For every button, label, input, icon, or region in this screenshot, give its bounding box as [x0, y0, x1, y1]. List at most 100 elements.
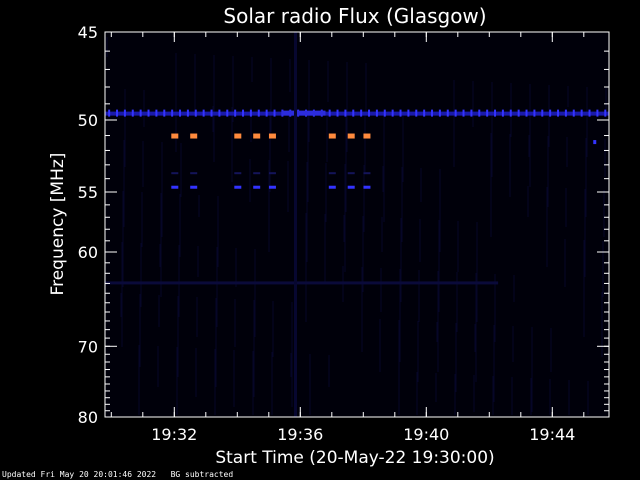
footer-status: Updated Fri May 20 20:01:46 2022 BG subt… — [2, 470, 233, 479]
y-tick-label: 50 — [78, 111, 98, 130]
band-50mhz-tick — [415, 109, 418, 117]
band-50mhz-tick — [360, 109, 363, 117]
pulse-54mhz — [171, 172, 179, 175]
hot-spot — [171, 133, 179, 139]
band-50mhz-tick — [163, 109, 166, 117]
faint-band-63mhz — [105, 281, 499, 285]
band-50mhz-tick — [108, 109, 111, 117]
band-50mhz-tick — [226, 109, 229, 117]
pulse-55mhz — [268, 185, 276, 189]
pulse-55mhz — [328, 185, 336, 189]
y-tick-label: 55 — [78, 183, 98, 202]
band-50mhz-tick — [171, 109, 174, 117]
band-50mhz-tick — [257, 109, 260, 117]
pulse-54mhz — [190, 172, 198, 175]
band-50mhz-tick — [116, 109, 119, 117]
band-50mhz-tick — [265, 109, 268, 117]
band-50mhz-tick — [202, 109, 205, 117]
band-50mhz-tick — [344, 109, 347, 117]
band-50mhz-tick — [352, 109, 355, 117]
band-50mhz-tick — [549, 109, 552, 117]
plot-area — [105, 32, 609, 417]
band-50mhz-bright — [281, 110, 326, 116]
hot-spot — [347, 133, 355, 139]
band-50mhz-tick — [494, 109, 497, 117]
hot-spot — [268, 133, 276, 139]
pulse-55mhz — [253, 185, 261, 189]
y-axis: 45 50 55 60 70 80 — [78, 23, 609, 427]
y-tick-label: 70 — [78, 337, 98, 356]
pulse-54mhz — [234, 172, 242, 175]
band-50mhz-tick — [218, 109, 221, 117]
band-50mhz-tick — [131, 109, 134, 117]
band-50mhz-tick — [194, 109, 197, 117]
hot-spot — [363, 133, 371, 139]
band-50mhz-tick — [596, 109, 599, 117]
pulse-55mhz — [363, 185, 371, 189]
band-50mhz-tick — [604, 109, 607, 117]
band-50mhz-tick — [375, 109, 378, 117]
footer-updated: Updated Fri May 20 20:01:46 2022 — [2, 470, 157, 479]
band-50mhz-tick — [564, 109, 567, 117]
band-50mhz-tick — [580, 109, 583, 117]
band-50mhz-tick — [462, 109, 465, 117]
band-50mhz-tick — [517, 109, 520, 117]
y-tick-label: 60 — [78, 243, 98, 262]
band-50mhz-tick — [431, 109, 434, 117]
y-axis-label: Frequency [MHz] — [48, 153, 68, 296]
hot-spot — [328, 133, 336, 139]
plot-frame — [104, 31, 610, 418]
band-50mhz-tick — [242, 109, 245, 117]
band-50mhz-tick — [123, 109, 126, 117]
band-50mhz-tick — [486, 109, 489, 117]
band-50mhz-tick — [446, 109, 449, 117]
x-axis-label: Start Time (20-May-22 19:30:00) — [215, 448, 494, 468]
band-50mhz-tick — [399, 109, 402, 117]
y-tick-label: 80 — [78, 408, 98, 427]
pulse-55mhz — [234, 185, 242, 189]
vertical-stripe — [294, 32, 297, 417]
band-50mhz-tick — [470, 109, 473, 117]
band-50mhz-tick — [210, 109, 213, 117]
band-50mhz-tick — [139, 109, 142, 117]
hot-spot — [253, 133, 261, 139]
band-50mhz-tick — [186, 109, 189, 117]
pulse-55mhz — [347, 185, 355, 189]
hot-spot — [234, 133, 242, 139]
x-tick-label: 19:32 — [151, 425, 197, 444]
band-50mhz-tick — [501, 109, 504, 117]
band-50mhz-tick — [407, 109, 410, 117]
x-tick-label: 19:40 — [403, 425, 449, 444]
band-50mhz-tick — [234, 109, 237, 117]
band-50mhz-tick — [509, 109, 512, 117]
hot-spot — [190, 133, 198, 139]
band-50mhz-tick — [557, 109, 560, 117]
band-50mhz-tick — [525, 109, 528, 117]
band-50mhz-tick — [391, 109, 394, 117]
chart-title: Solar radio Flux (Glasgow) — [223, 4, 486, 28]
y-tick-label: 45 — [78, 23, 98, 42]
pulse-55mhz — [171, 185, 179, 189]
band-50mhz-tick — [249, 109, 252, 117]
band-50mhz-tick — [541, 109, 544, 117]
isolated-burst — [593, 140, 597, 145]
band-50mhz-tick — [454, 109, 457, 117]
band-50mhz-tick — [179, 109, 182, 117]
band-50mhz-tick — [588, 109, 591, 117]
band-50mhz-tick — [572, 109, 575, 117]
band-50mhz-tick — [423, 109, 426, 117]
x-axis: 19:32 19:36 19:40 19:44 — [110, 32, 585, 444]
pulse-54mhz — [328, 172, 336, 175]
band-50mhz-tick — [438, 109, 441, 117]
x-tick-label: 19:44 — [529, 425, 575, 444]
band-50mhz-tick — [328, 109, 331, 117]
band-50mhz-tick — [478, 109, 481, 117]
band-50mhz-tick — [383, 109, 386, 117]
pulse-54mhz — [268, 172, 276, 175]
band-50mhz-tick — [533, 109, 536, 117]
band-50mhz-tick — [336, 109, 339, 117]
x-tick-label: 19:36 — [277, 425, 323, 444]
plot-background — [105, 32, 609, 417]
band-50mhz-tick — [155, 109, 158, 117]
